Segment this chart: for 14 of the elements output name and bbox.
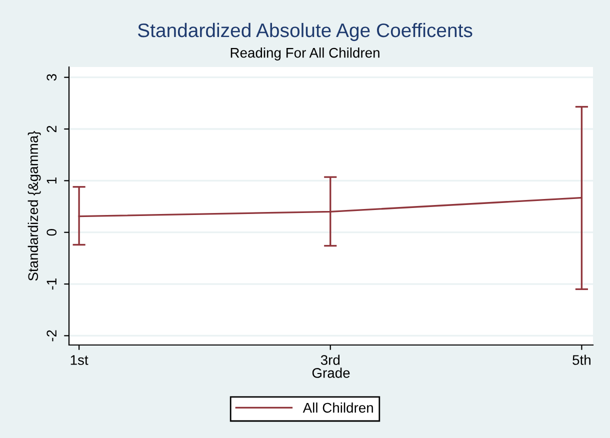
- chart-subtitle: Reading For All Children: [230, 48, 380, 60]
- y-axis-title: Standardized {&gamma}: [28, 130, 41, 281]
- x-tick-label: 5th: [572, 354, 590, 365]
- y-tick-label: 2: [46, 126, 56, 132]
- y-tick-label: 3: [46, 74, 57, 81]
- y-tick-label: 1: [46, 177, 56, 184]
- y-tick-label: 0: [46, 229, 57, 236]
- y-tick-label: -2: [46, 330, 56, 342]
- x-tick-label: 1st: [70, 355, 88, 365]
- x-tick-label: 3rd: [320, 354, 340, 365]
- legend-label: All Children: [302, 402, 373, 413]
- chart-title: Standardized Absolute Age Coefficents: [138, 22, 472, 42]
- x-axis-title: Grade: [312, 368, 350, 378]
- y-tick-label: -1: [46, 278, 56, 290]
